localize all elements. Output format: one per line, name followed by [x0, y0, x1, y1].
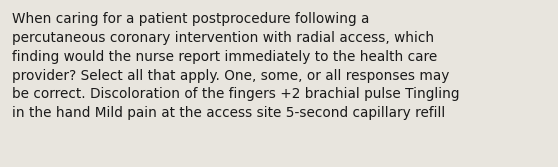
- Text: When caring for a patient postprocedure following a
percutaneous coronary interv: When caring for a patient postprocedure …: [12, 12, 460, 120]
